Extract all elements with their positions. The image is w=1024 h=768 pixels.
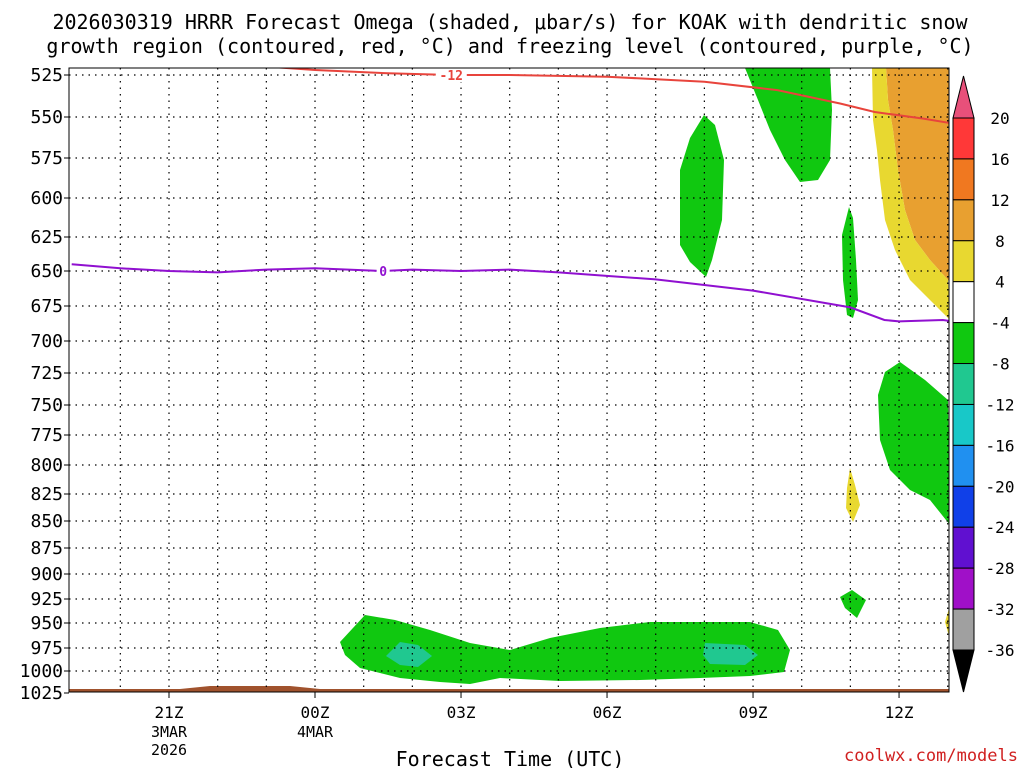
y-tick-label-950: 950	[30, 613, 63, 634]
ground-terrain	[69, 686, 949, 692]
x-tick-label-03Z: 03Z	[447, 703, 476, 722]
y-tick-label-925: 925	[30, 589, 63, 610]
y-tick-label-650: 650	[30, 261, 63, 282]
contour-lines: -12 0	[71, 68, 949, 323]
x-tick-label-21Z: 21Z	[155, 703, 184, 722]
chart-title-line1: 2026030319 HRRR Forecast Omega (shaded, …	[52, 10, 968, 34]
colorbar-label--36: -36	[986, 641, 1015, 660]
colorbar-segment--32	[952, 567, 975, 610]
contour-freezing-level-0	[71, 263, 949, 323]
colorbar-segment--12	[952, 363, 975, 405]
y-tick-label-575: 575	[30, 148, 63, 169]
colorbar-label--8: -8	[990, 355, 1009, 374]
chart-title-line2: growth region (contoured, red, °C) and f…	[46, 34, 973, 58]
y-tick-label-725: 725	[30, 363, 63, 384]
colorbar-label-16: 16	[990, 150, 1009, 169]
colorbar-segment-4	[952, 240, 975, 283]
colorbar-segment--8	[952, 322, 975, 365]
x-tick-label-12Z: 12Z	[885, 703, 914, 722]
y-tick-label-700: 700	[30, 331, 63, 352]
x-tick-label-09Z: 09Z	[739, 703, 768, 722]
colorbar-segment--20	[952, 444, 975, 487]
y-tick-label-550: 550	[30, 107, 63, 128]
y-axis: 525 550 575 600 625 650 675 700 725 750 775 800 825 8…	[20, 65, 69, 704]
colorbar-label--4: -4	[990, 314, 1009, 333]
colorbar-label--20: -20	[986, 477, 1015, 496]
omega-shade-green-upper-left	[680, 115, 724, 277]
y-tick-label-625: 625	[30, 227, 63, 248]
x-tick-date-21Z: 3MAR	[151, 723, 188, 741]
y-tick-label-1025: 1025	[20, 683, 63, 704]
omega-shade-green-east	[878, 362, 949, 524]
y-tick-label-775: 775	[30, 425, 63, 446]
contour-label-snow-growth-minus12: -12	[440, 69, 463, 84]
y-tick-label-675: 675	[30, 296, 63, 317]
contour-label-bg-freezing-level-0	[376, 263, 390, 278]
y-tick-label-800: 800	[30, 455, 63, 476]
contour-snow-growth-minus12	[272, 68, 949, 124]
colorbar-label--24: -24	[986, 518, 1015, 537]
y-tick-label-600: 600	[30, 188, 63, 209]
y-tick-label-825: 825	[30, 484, 63, 505]
contour-label-freezing-level-0: 0	[379, 265, 387, 280]
x-axis-label: Forecast Time (UTC)	[396, 747, 625, 768]
y-tick-label-875: 875	[30, 538, 63, 559]
y-tick-label-850: 850	[30, 511, 63, 532]
colorbar-label-4: 4	[995, 273, 1005, 292]
colorbar-segment-16	[952, 117, 975, 160]
colorbar-label--32: -32	[986, 600, 1015, 619]
omega-shade-green-blob	[840, 590, 866, 618]
omega-shade-yellow-small	[846, 468, 860, 522]
colorbar-label-8: 8	[995, 232, 1005, 251]
gridlines	[69, 68, 949, 692]
x-tick-date-00Z: 4MAR	[297, 723, 334, 741]
colorbar: 20 16 12 8 4 -4 -8 -12 -16 -20 -24 -28 -32 -36	[952, 75, 1015, 693]
colorbar-label--16: -16	[986, 436, 1015, 455]
colorbar-label-12: 12	[990, 191, 1009, 210]
watermark: coolwx.com/models	[844, 746, 1018, 766]
y-tick-label-525: 525	[30, 65, 63, 86]
plot-area: -12 0	[69, 68, 949, 692]
colorbar-segment--24	[952, 485, 975, 528]
colorbar-segment-8	[952, 199, 975, 242]
colorbar-segment-12	[952, 158, 975, 201]
x-tick-label-00Z: 00Z	[301, 703, 330, 722]
y-tick-label-1000: 1000	[20, 661, 63, 682]
colorbar-segment--28	[952, 526, 975, 569]
colorbar-segment--36	[952, 608, 975, 651]
x-tick-label-06Z: 06Z	[593, 703, 622, 722]
colorbar-label--12: -12	[986, 395, 1015, 414]
omega-shade-orange-ne	[886, 68, 949, 282]
y-tick-label-750: 750	[30, 395, 63, 416]
colorbar-label--28: -28	[986, 559, 1015, 578]
omega-shade-yellow-ne	[872, 68, 949, 319]
x-tick-year-21Z: 2026	[151, 741, 187, 759]
omega-shade-green-top	[745, 68, 832, 182]
colorbar-segment--16	[952, 403, 975, 446]
colorbar-arrow-top	[952, 75, 975, 119]
contour-label-bg-snow-growth-minus12	[435, 68, 467, 82]
omega-shade-teal-right	[703, 643, 758, 665]
plot-frame	[68, 67, 950, 693]
colorbar-arrow-bottom	[952, 649, 975, 693]
omega-shade-green-low	[340, 615, 790, 684]
omega-shade-green-thin	[842, 207, 858, 318]
y-tick-label-975: 975	[30, 638, 63, 659]
y-tick-label-900: 900	[30, 564, 63, 585]
colorbar-label-20: 20	[990, 109, 1009, 128]
colorbar-segment--4	[952, 281, 975, 324]
